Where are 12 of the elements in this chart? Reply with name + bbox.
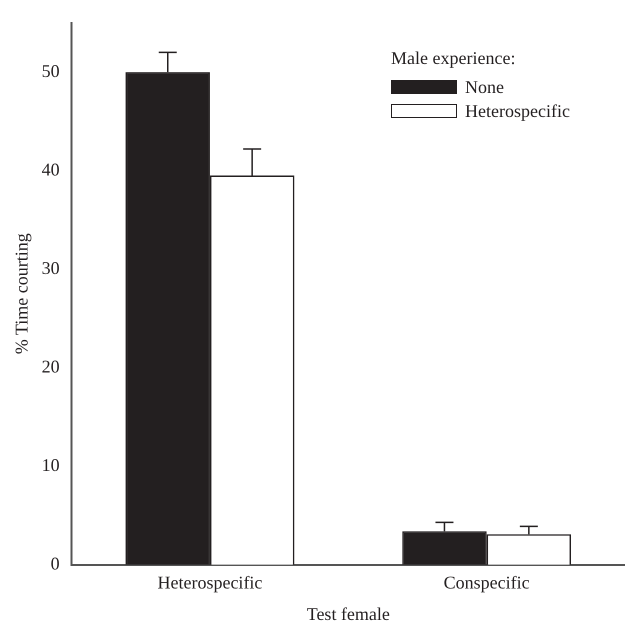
y-tick-label: 20	[42, 356, 60, 376]
legend-label: Heterospecific	[465, 100, 570, 122]
legend-title: Male experience:	[391, 48, 516, 69]
x-tick-label: Conspecific	[444, 572, 530, 592]
y-tick-label: 30	[42, 258, 60, 278]
y-tick-label: 50	[42, 60, 60, 81]
x-axis-title: Test female	[306, 604, 390, 624]
y-tick-label: 0	[50, 554, 60, 574]
y-axis-title: % Time courting	[12, 233, 32, 354]
y-tick-label: 40	[42, 159, 60, 180]
y-tick-label: 10	[42, 454, 60, 475]
legend-label: None	[465, 76, 504, 98]
